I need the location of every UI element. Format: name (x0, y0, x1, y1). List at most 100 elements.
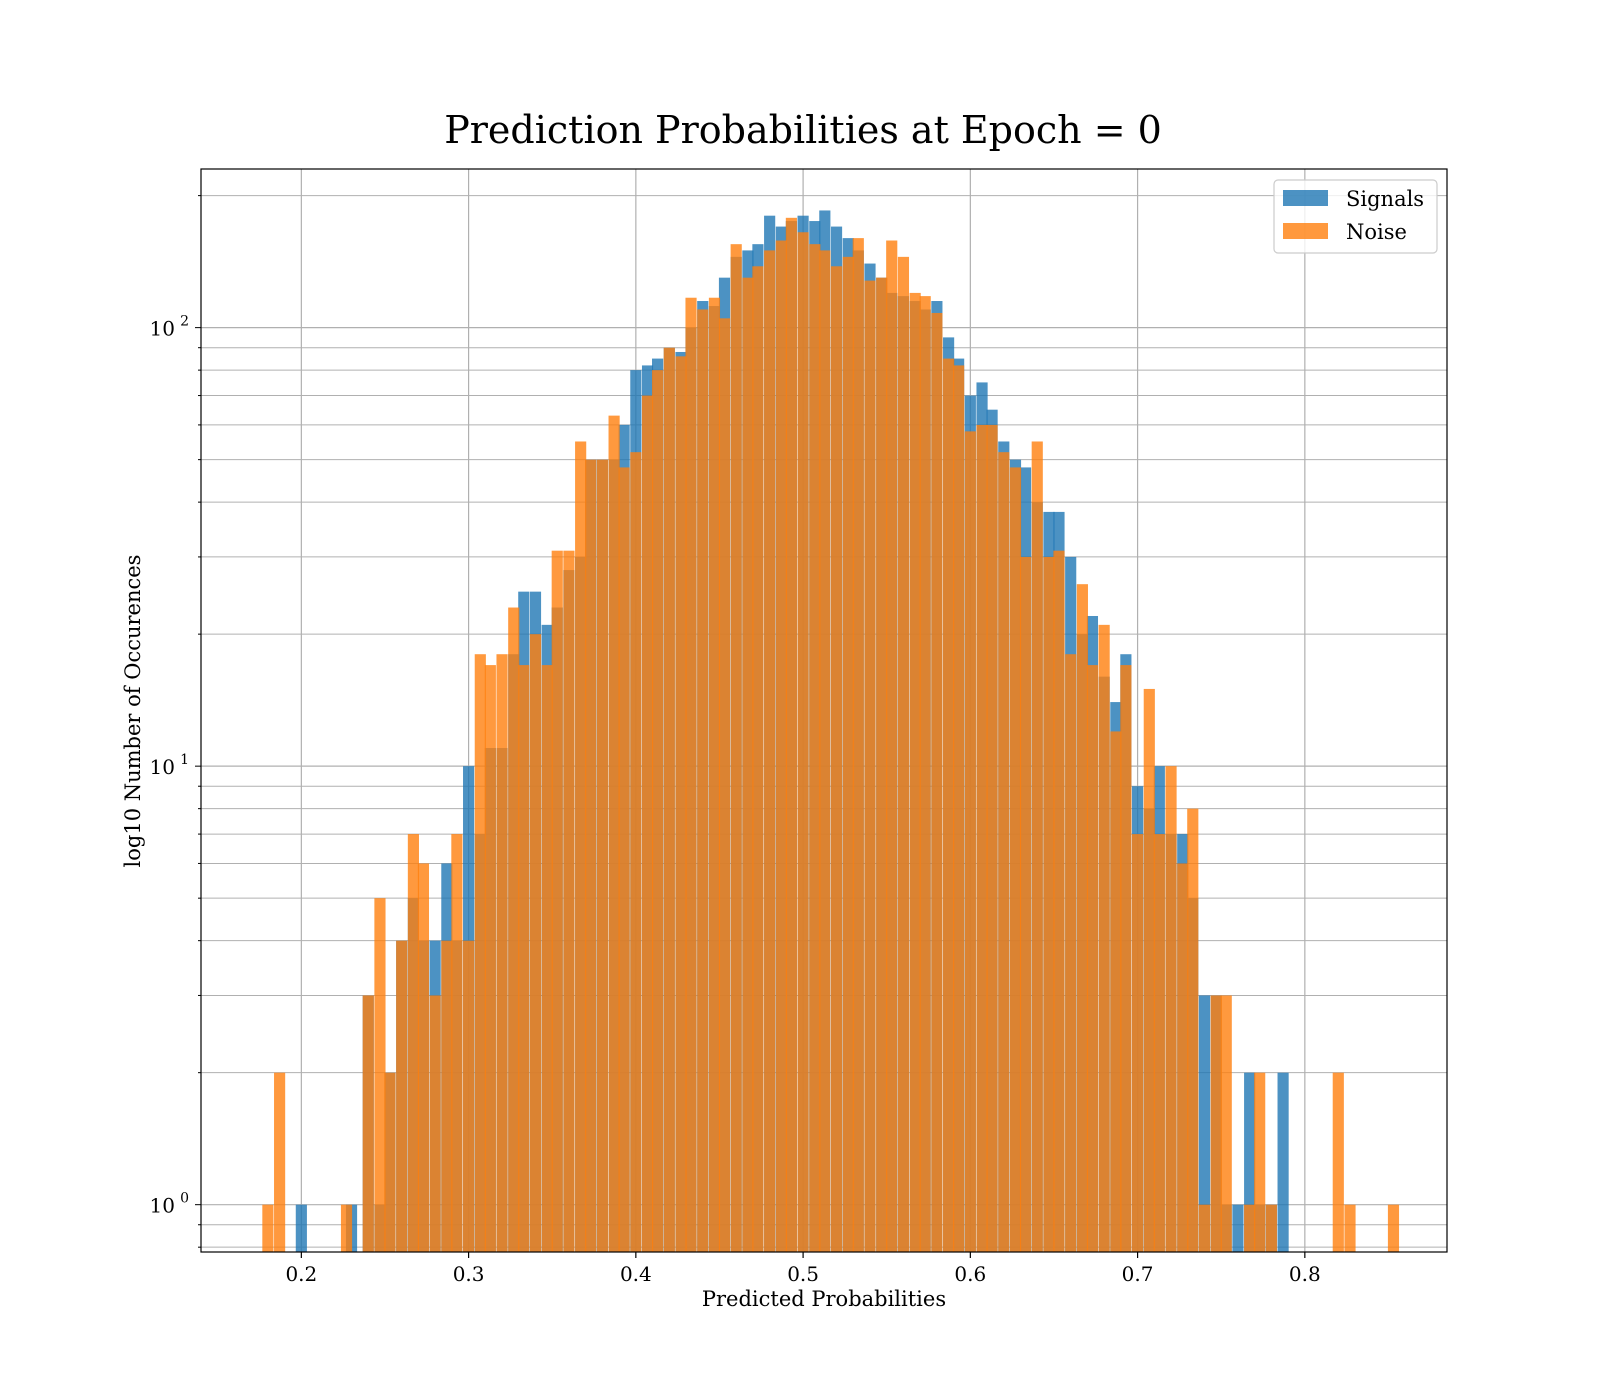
bar-noise (886, 240, 898, 1252)
bar-noise (575, 441, 587, 1252)
bar-noise (909, 292, 921, 1253)
bar-noise (417, 863, 430, 1252)
bar-noise (585, 459, 597, 1252)
bar-noise (362, 995, 374, 1252)
x-tick-label: 0.5 (787, 1262, 819, 1286)
bar-noise (876, 277, 888, 1252)
bar-noise (1198, 1204, 1211, 1252)
legend-swatch-signals (1283, 190, 1328, 206)
bar-noise (663, 347, 675, 1252)
bar-noise (596, 459, 608, 1252)
y-tick-label: 10 (150, 317, 175, 341)
chart-title: Prediction Probabilities at Epoch = 0 (444, 108, 1162, 152)
y-tick-exponent: 0 (180, 1191, 189, 1207)
bar-noise (1153, 834, 1165, 1252)
bar-noise (943, 358, 955, 1252)
bar-noise (897, 256, 910, 1252)
bar-noise (1387, 1204, 1400, 1252)
bar-noise (518, 665, 530, 1252)
histogram-bars (262, 210, 1400, 1253)
bar-noise (496, 654, 508, 1252)
bar-noise (730, 244, 742, 1253)
bar-noise (685, 297, 697, 1253)
bar-noise (451, 834, 463, 1252)
bar-noise (708, 297, 721, 1253)
bar-noise (819, 250, 831, 1252)
bar-noise (1098, 624, 1110, 1252)
y-tick-exponent: 2 (180, 314, 189, 330)
legend-label-noise: Noise (1346, 220, 1407, 244)
bar-noise (1086, 665, 1099, 1252)
bar-noise (441, 940, 453, 1252)
bar-noise (1065, 654, 1077, 1252)
bar-noise (1244, 1204, 1256, 1252)
y-tick-exponent: 1 (180, 752, 189, 768)
bar-noise (842, 256, 854, 1252)
bar-noise (429, 995, 441, 1252)
bar-noise (1344, 1204, 1356, 1252)
x-axis-label: Predicted Probabilities (702, 1287, 946, 1311)
bar-noise (1143, 688, 1155, 1252)
bar-noise (630, 452, 642, 1253)
bar-noise (1053, 550, 1065, 1252)
bar-noise (340, 1204, 353, 1252)
y-tick-label: 10 (150, 755, 175, 779)
bar-noise (830, 266, 843, 1252)
bar-noise (641, 395, 654, 1253)
bar-noise (529, 634, 542, 1252)
bar-noise (508, 607, 520, 1252)
bar-noise (374, 898, 386, 1252)
bar-noise (618, 467, 630, 1252)
bar-noise (652, 370, 664, 1253)
bar-noise (675, 356, 687, 1253)
x-tick-label: 0.6 (954, 1262, 986, 1286)
bar-noise (1265, 1204, 1277, 1252)
bar-noise (1254, 1072, 1266, 1252)
bar-noise (1187, 808, 1199, 1252)
x-tick-label: 0.4 (620, 1262, 652, 1286)
legend-swatch-noise (1283, 223, 1328, 239)
bar-noise (697, 309, 709, 1253)
x-tick-label: 0.8 (1289, 1262, 1321, 1286)
plot-frame (200, 168, 1448, 1253)
bar-noise (474, 654, 486, 1252)
y-tick-label: 10 (150, 1194, 175, 1218)
bar-noise (775, 240, 787, 1252)
bar-noise (262, 1204, 274, 1252)
bar-noise (986, 424, 998, 1252)
bar-noise (998, 452, 1010, 1253)
bar-noise (407, 834, 419, 1252)
bar-noise (809, 244, 821, 1253)
bar-noise (1009, 467, 1022, 1252)
bar-noise (1031, 441, 1043, 1252)
x-axis-ticks: 0.2 0.3 0.4 0.5 0.6 0.7 0.8 (285, 1252, 1321, 1286)
legend-label-signals: Signals (1346, 187, 1424, 211)
bar-signals (295, 1204, 307, 1252)
bar-signals (1232, 1204, 1244, 1252)
bar-noise (742, 277, 754, 1252)
x-tick-label: 0.3 (453, 1262, 485, 1286)
bar-noise (764, 250, 776, 1252)
bar-signals (1277, 1072, 1289, 1252)
bar-noise (1177, 863, 1189, 1252)
bar-noise (484, 665, 496, 1252)
bar-noise (1076, 584, 1088, 1252)
bar-noise (608, 415, 620, 1252)
bar-noise (1132, 834, 1144, 1252)
x-tick-label: 0.7 (1122, 1262, 1154, 1286)
bar-noise (563, 550, 575, 1252)
bar-noise (541, 665, 553, 1252)
bar-noise (551, 550, 563, 1252)
bar-signals (1244, 1072, 1256, 1252)
bar-noise (1043, 556, 1055, 1252)
bar-noise (976, 424, 988, 1252)
bar-noise (953, 365, 965, 1252)
bar-noise (1210, 995, 1222, 1252)
bar-noise (274, 1072, 286, 1252)
bar-noise (964, 431, 976, 1252)
bar-noise (852, 238, 864, 1253)
bar-noise (752, 266, 764, 1252)
bar-noise (1120, 665, 1132, 1252)
bar-noise (1165, 766, 1177, 1252)
